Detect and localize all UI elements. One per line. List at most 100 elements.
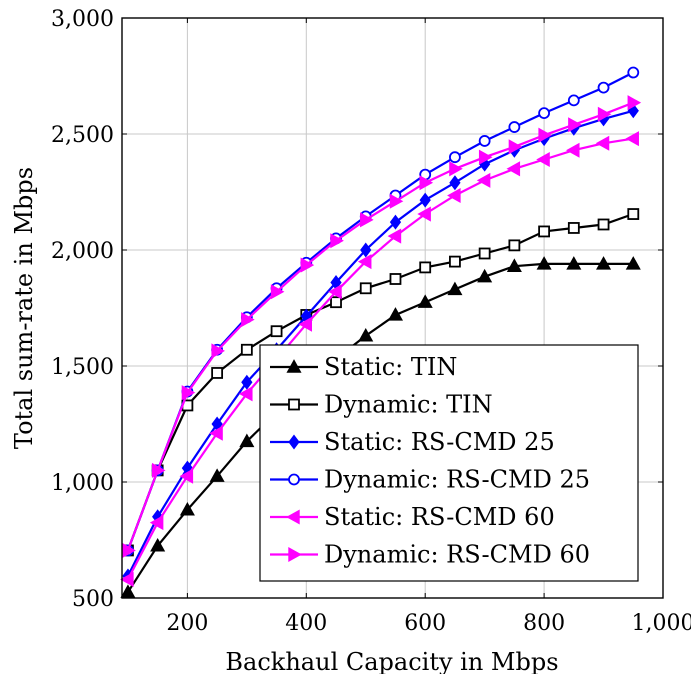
- data-point-dynamic-rs-cmd-60: [627, 95, 642, 111]
- data-point-dynamic-rs-cmd-60: [568, 117, 582, 133]
- data-point-static-rs-cmd-60: [328, 284, 342, 300]
- data-point-dynamic-tin: [597, 218, 610, 231]
- data-point-dynamic-rs-cmd-60: [538, 127, 552, 143]
- data-point-static-rs-cmd-60: [595, 135, 610, 151]
- data-point-static-rs-cmd-60: [536, 151, 550, 168]
- legend-marker: [286, 359, 302, 373]
- data-point-dynamic-tin: [478, 247, 491, 260]
- y-tick-label: 1,500: [51, 355, 114, 380]
- data-point-dynamic-tin: [240, 343, 253, 356]
- x-tick-label: 200: [166, 611, 208, 636]
- data-point-static-rs-cmd-60: [447, 187, 461, 204]
- data-point-dynamic-rs-cmd-60: [597, 106, 612, 122]
- data-point-dynamic-tin: [627, 208, 640, 220]
- data-point-static-tin: [477, 268, 493, 283]
- y-tick-label: 2,000: [51, 239, 114, 264]
- legend-label: Dynamic: RS-CMD 25: [324, 466, 590, 494]
- legend-marker: [288, 398, 300, 411]
- y-tick-label: 2,500: [51, 123, 114, 148]
- data-point-dynamic-tin: [330, 296, 342, 309]
- data-point-static-rs-cmd-60: [179, 468, 194, 484]
- data-point-static-rs-cmd-60: [625, 131, 639, 147]
- data-point-static-rs-cmd-60: [120, 571, 134, 587]
- y-axis-label: Total sum-rate in Mbps: [10, 167, 38, 449]
- data-point-static-tin: [209, 468, 225, 482]
- y-tick-label: 3,000: [51, 7, 114, 32]
- data-point-static-rs-cmd-25: [419, 192, 431, 208]
- data-point-dynamic-rs-cmd-25: [597, 81, 610, 94]
- data-point-static-tin: [536, 256, 552, 270]
- data-point-dynamic-rs-cmd-60: [122, 542, 136, 558]
- series-static-rs-cmd-60: [120, 131, 639, 587]
- data-point-static-rs-cmd-60: [387, 228, 402, 244]
- data-point-static-tin: [417, 294, 433, 308]
- y-tick-label: 1,000: [51, 471, 114, 496]
- data-point-dynamic-rs-cmd-25: [627, 66, 640, 79]
- legend-item-static-tin: Static: TIN: [270, 353, 457, 381]
- data-point-dynamic-tin: [389, 273, 402, 285]
- legend-label: Dynamic: TIN: [324, 391, 493, 419]
- data-point-static-tin: [239, 433, 255, 448]
- legend-item-dynamic-rs-cmd-60: Dynamic: RS-CMD 60: [270, 541, 590, 569]
- legend-label: Dynamic: RS-CMD 60: [324, 541, 590, 569]
- data-point-dynamic-rs-cmd-25: [567, 94, 580, 107]
- data-point-dynamic-tin: [538, 225, 550, 238]
- data-point-dynamic-tin: [211, 367, 224, 379]
- data-point-static-tin: [625, 256, 641, 270]
- data-point-static-tin: [150, 537, 166, 552]
- data-point-dynamic-tin: [419, 261, 432, 274]
- data-point-dynamic-tin: [508, 239, 521, 252]
- data-point-static-rs-cmd-25: [389, 214, 402, 230]
- data-point-static-tin: [179, 501, 195, 516]
- data-point-static-rs-cmd-60: [238, 386, 253, 402]
- x-axis-label: Backhaul Capacity in Mbps: [225, 648, 558, 674]
- data-point-static-rs-cmd-60: [417, 206, 431, 222]
- legend-marker: [288, 546, 302, 563]
- data-point-static-tin: [596, 256, 612, 270]
- data-point-dynamic-tin: [449, 255, 461, 268]
- data-point-dynamic-rs-cmd-25: [478, 135, 491, 147]
- plot-frame: [121, 17, 664, 599]
- data-point-static-tin: [387, 307, 404, 321]
- data-point-dynamic-rs-cmd-60: [151, 462, 166, 478]
- data-point-static-tin: [566, 256, 582, 270]
- x-tick-label: 800: [523, 611, 565, 636]
- data-point-dynamic-tin: [359, 282, 372, 295]
- data-point-dynamic-rs-cmd-60: [330, 233, 344, 249]
- series-dynamic-rs-cmd-60: [122, 95, 642, 558]
- x-tick-label: 1,000: [632, 611, 691, 636]
- data-point-dynamic-rs-cmd-60: [181, 385, 196, 401]
- legend-item-static-rs-cmd-25: Static: RS-CMD 25: [270, 428, 555, 456]
- data-point-static-rs-cmd-60: [149, 515, 164, 531]
- data-point-static-tin: [358, 327, 374, 342]
- data-point-static-rs-cmd-60: [565, 142, 580, 158]
- legend-marker: [288, 473, 300, 486]
- legend-box: [259, 344, 639, 582]
- tick-labels: 200 400 600 800 1,000 500 1,000 1,500 2,000 2,500…: [51, 7, 691, 636]
- data-point-static-rs-cmd-25: [360, 242, 372, 258]
- data-point-dynamic-rs-cmd-60: [508, 139, 523, 155]
- data-point-dynamic-rs-cmd-60: [449, 161, 463, 177]
- data-point-dynamic-rs-cmd-25: [508, 121, 521, 133]
- data-point-dynamic-rs-cmd-25: [538, 107, 550, 120]
- data-point-dynamic-rs-cmd-60: [478, 149, 493, 165]
- legend-label: Static: RS-CMD 25: [324, 428, 555, 456]
- data-point-dynamic-rs-cmd-60: [211, 343, 225, 359]
- legend-item-static-rs-cmd-60: Static: RS-CMD 60: [270, 503, 555, 531]
- series-line-static-rs-cmd-25: [126, 109, 634, 577]
- data-point-dynamic-rs-cmd-60: [270, 284, 285, 300]
- data-point-dynamic-tin: [270, 325, 283, 338]
- data-point-dynamic-rs-cmd-60: [360, 212, 374, 228]
- data-point-static-rs-cmd-60: [298, 316, 312, 332]
- legend-marker: [288, 434, 300, 450]
- data-point-static-rs-cmd-60: [357, 254, 372, 270]
- legend-label: Static: TIN: [324, 353, 457, 381]
- data-point-static-rs-cmd-60: [476, 172, 491, 188]
- data-point-static-rs-cmd-60: [209, 425, 223, 441]
- data-point-static-tin: [120, 584, 136, 598]
- data-point-dynamic-tin: [567, 222, 580, 234]
- legend-label: Static: RS-CMD 60: [324, 503, 555, 531]
- data-point-static-tin: [506, 258, 522, 272]
- data-point-static-rs-cmd-60: [506, 161, 521, 177]
